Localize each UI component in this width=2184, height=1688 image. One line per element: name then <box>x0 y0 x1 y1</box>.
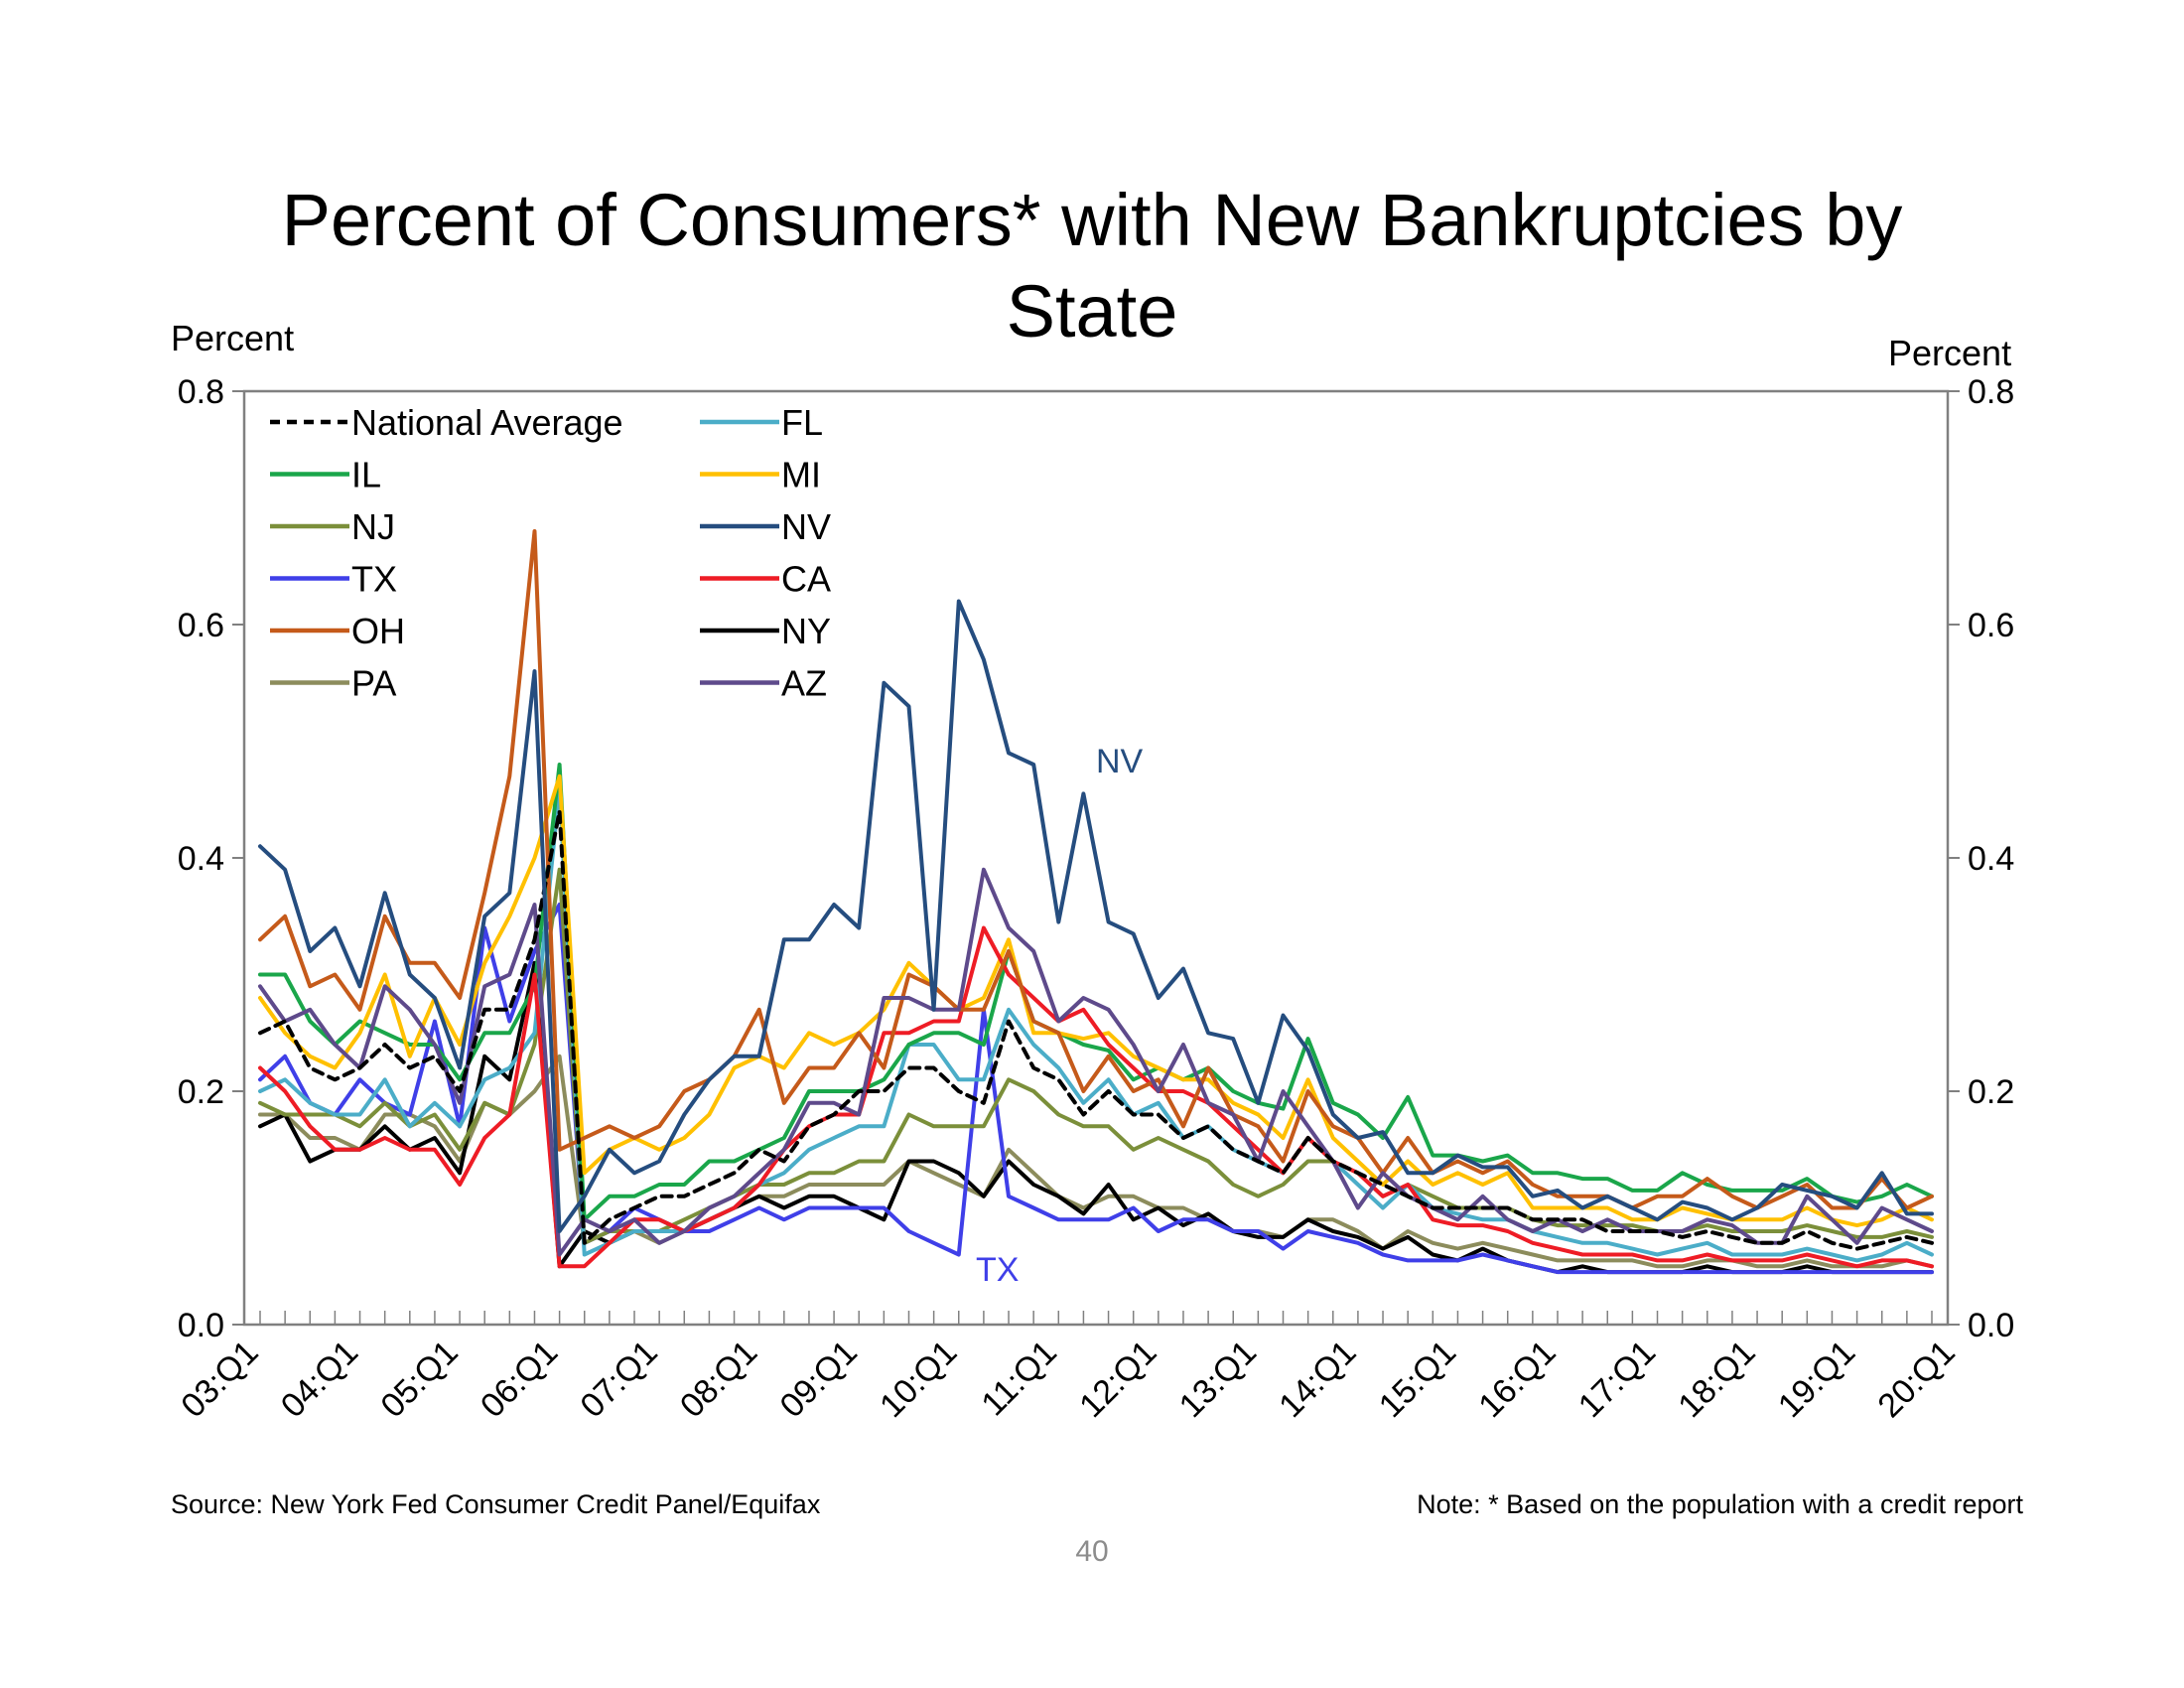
legend-label-nv: NV <box>781 506 831 547</box>
series-line-ny <box>258 960 1934 1275</box>
chart-annotations: NV TX <box>976 743 1144 1289</box>
source-note: Source: New York Fed Consumer Credit Pan… <box>171 1489 821 1519</box>
legend-label-oh: OH <box>351 611 405 651</box>
x-tick-label: 03:Q1 <box>174 1334 265 1425</box>
legend-label-az: AZ <box>781 663 827 704</box>
page-number: 40 <box>1075 1535 1109 1568</box>
series-line-national-average <box>258 809 1934 1251</box>
y-tick-label-left: 0.0 <box>178 1307 224 1344</box>
y-tick-label-left: 0.2 <box>178 1073 224 1111</box>
legend-label-mi: MI <box>781 455 821 495</box>
x-tick-label: 20:Q1 <box>1870 1334 1962 1425</box>
legend-label-ca: CA <box>781 559 831 600</box>
x-tick-label: 18:Q1 <box>1671 1334 1762 1425</box>
legend-label-tx: TX <box>351 559 397 600</box>
y-tick-label-right: 0.0 <box>1968 1307 2014 1344</box>
y-tick-label-left: 0.8 <box>178 373 224 411</box>
series-line-tx <box>258 903 1934 1275</box>
series-line-fl <box>258 785 1934 1263</box>
x-tick-label: 13:Q1 <box>1172 1334 1264 1425</box>
x-tick-label: 16:Q1 <box>1471 1334 1563 1425</box>
legend-label-pa: PA <box>351 663 396 704</box>
x-tick-label: 11:Q1 <box>974 1334 1064 1424</box>
x-tick-label: 17:Q1 <box>1571 1334 1663 1425</box>
x-tick-label: 14:Q1 <box>1272 1334 1363 1425</box>
x-tick-label: 08:Q1 <box>673 1334 764 1425</box>
x-tick-label: 09:Q1 <box>773 1334 865 1425</box>
legend-label-il: IL <box>351 455 381 495</box>
series-line-nv <box>258 599 1934 1233</box>
legend-label-ny: NY <box>781 611 831 651</box>
chart-axes: 0.0 0.0 0.2 0.2 0.4 0.4 0.6 0.6 0.8 0.8 03:Q1 04:Q1… <box>174 373 2014 1425</box>
y-tick-label-right: 0.6 <box>1968 607 2014 644</box>
x-tick-label: 15:Q1 <box>1372 1334 1463 1425</box>
y-tick-label-left: 0.4 <box>178 840 224 878</box>
legend-label-fl: FL <box>781 402 823 443</box>
annotation-nv: NV <box>1096 743 1144 780</box>
x-tick-label: 06:Q1 <box>474 1334 565 1425</box>
series-line-nj <box>258 867 1934 1245</box>
chart-title: Percent of Consumers* with New Bankruptc… <box>281 179 1903 352</box>
series-line-il <box>258 763 1934 1222</box>
legend-label-national-average: National Average <box>351 402 623 443</box>
y-tick-label-left: 0.6 <box>178 607 224 644</box>
x-tick-label: 04:Q1 <box>274 1334 365 1425</box>
series-line-ca <box>258 925 1934 1269</box>
series-line-oh <box>258 529 1934 1210</box>
right-axis-unit: Percent <box>1888 333 2012 373</box>
legend-label-nj: NJ <box>351 506 395 547</box>
x-tick-label: 07:Q1 <box>573 1334 664 1425</box>
x-tick-label: 05:Q1 <box>373 1334 465 1425</box>
left-axis-unit: Percent <box>171 318 295 358</box>
y-tick-label-right: 0.4 <box>1968 840 2014 878</box>
chart-legend: National Average IL NJ TX OH PA FL MI NV CA NY AZ <box>270 402 831 704</box>
series-lines <box>258 529 1934 1275</box>
annotation-tx: TX <box>976 1251 1019 1289</box>
x-tick-label: 12:Q1 <box>1072 1334 1163 1425</box>
y-tick-label-right: 0.2 <box>1968 1073 2014 1111</box>
y-tick-label-right: 0.8 <box>1968 373 2014 411</box>
x-tick-label: 10:Q1 <box>873 1334 964 1425</box>
x-tick-label: 19:Q1 <box>1771 1334 1862 1425</box>
footnote: Note: * Based on the population with a c… <box>1417 1489 2023 1519</box>
